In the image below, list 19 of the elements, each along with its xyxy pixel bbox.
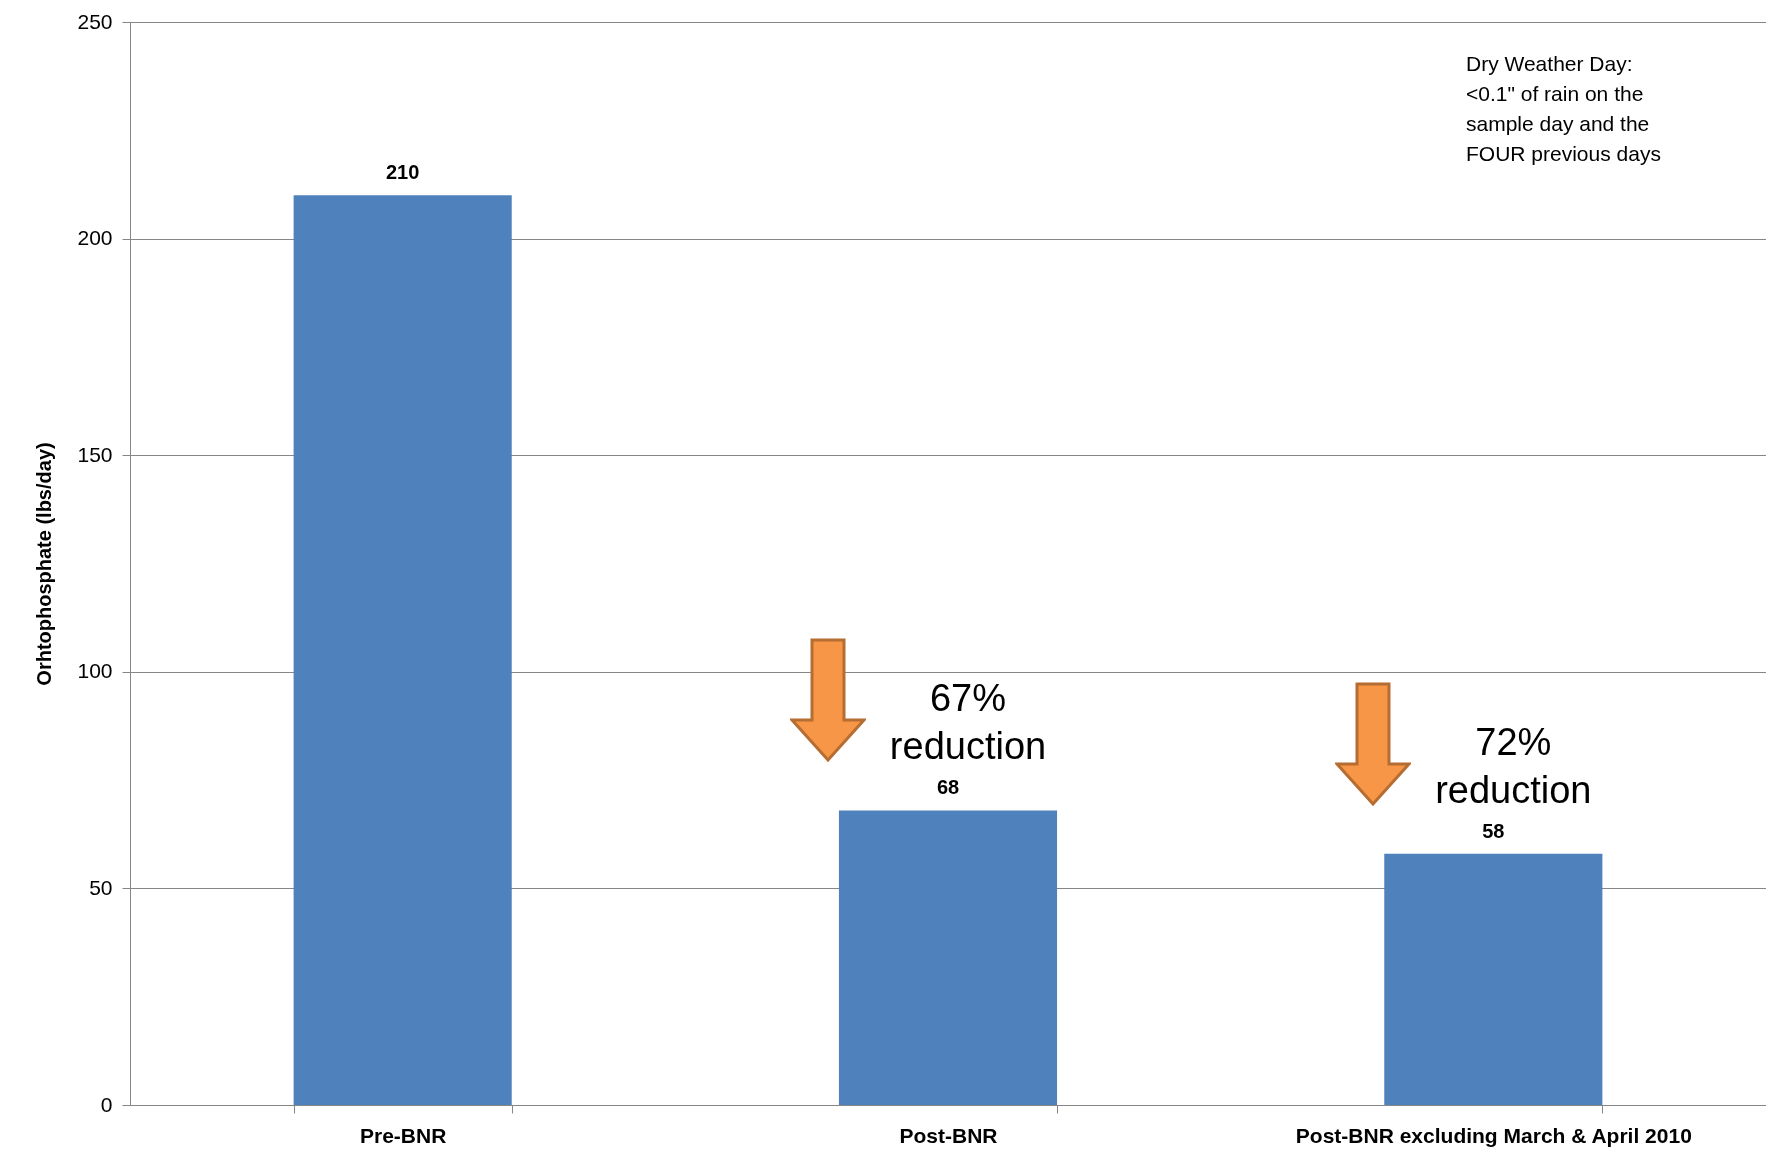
y-tick-label: 250 — [77, 9, 113, 33]
data-label: 58 — [1482, 819, 1505, 842]
x-tick-label: Post-BNR — [899, 1123, 998, 1147]
y-axis-title: Orhtophosphate (lbs/day) — [33, 442, 56, 686]
annotation: 72% reduction — [1435, 720, 1592, 811]
x-tick-label: Pre-BNR — [359, 1123, 447, 1147]
y-tick-label: 0 — [100, 1092, 113, 1116]
y-tick-label: 150 — [77, 442, 113, 466]
annotation: Dry Weather Day: <0.1" of rain on the sample day and the FOUR previous days — [1466, 52, 1661, 165]
bar — [293, 195, 512, 1105]
data-label: 210 — [385, 161, 420, 184]
y-tick-label: 200 — [77, 226, 113, 250]
y-tick-label: 50 — [89, 875, 113, 899]
x-tick-label: Post-BNR excluding March & April 2010 — [1295, 1123, 1692, 1147]
bar — [1384, 853, 1603, 1105]
y-tick-label: 100 — [77, 659, 113, 683]
annotation: 67% reduction — [889, 677, 1047, 768]
bar — [838, 810, 1058, 1105]
data-label: 68 — [936, 776, 960, 799]
